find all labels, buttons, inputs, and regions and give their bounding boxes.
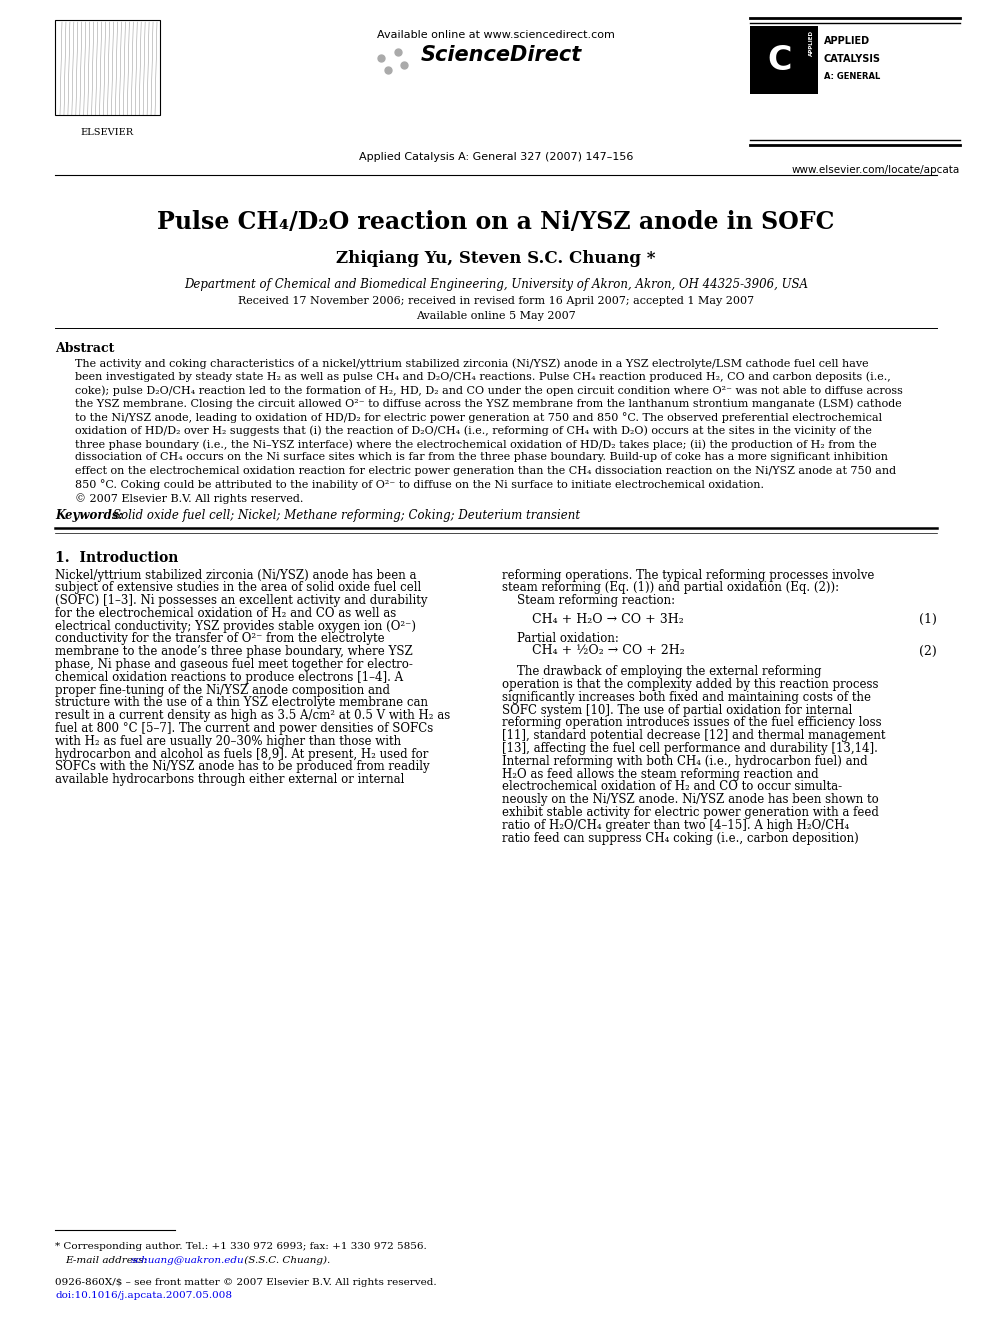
Text: result in a current density as high as 3.5 A/cm² at 0.5 V with H₂ as: result in a current density as high as 3… <box>55 709 450 722</box>
Text: the YSZ membrane. Closing the circuit allowed O²⁻ to diffuse across the YSZ memb: the YSZ membrane. Closing the circuit al… <box>75 398 902 409</box>
Text: steam reforming (Eq. (1)) and partial oxidation (Eq. (2)):: steam reforming (Eq. (1)) and partial ox… <box>502 581 839 594</box>
Text: 0926-860X/$ – see front matter © 2007 Elsevier B.V. All rights reserved.: 0926-860X/$ – see front matter © 2007 El… <box>55 1278 436 1287</box>
Text: significantly increases both fixed and maintaining costs of the: significantly increases both fixed and m… <box>502 691 871 704</box>
Text: electrical conductivity; YSZ provides stable oxygen ion (O²⁻): electrical conductivity; YSZ provides st… <box>55 619 416 632</box>
Text: effect on the electrochemical oxidation reaction for electric power generation t: effect on the electrochemical oxidation … <box>75 466 896 476</box>
Text: been investigated by steady state H₂ as well as pulse CH₄ and D₂O/CH₄ reactions.: been investigated by steady state H₂ as … <box>75 372 891 382</box>
Text: electrochemical oxidation of H₂ and CO to occur simulta-: electrochemical oxidation of H₂ and CO t… <box>502 781 842 794</box>
Text: [13], affecting the fuel cell performance and durability [13,14].: [13], affecting the fuel cell performanc… <box>502 742 878 755</box>
Text: doi:10.1016/j.apcata.2007.05.008: doi:10.1016/j.apcata.2007.05.008 <box>55 1291 232 1301</box>
Text: neously on the Ni/YSZ anode. Ni/YSZ anode has been shown to: neously on the Ni/YSZ anode. Ni/YSZ anod… <box>502 794 879 806</box>
Text: The drawback of employing the external reforming: The drawback of employing the external r… <box>502 665 821 679</box>
Bar <box>750 26 818 94</box>
Text: subject of extensive studies in the area of solid oxide fuel cell: subject of extensive studies in the area… <box>55 581 422 594</box>
Text: structure with the use of a thin YSZ electrolyte membrane can: structure with the use of a thin YSZ ele… <box>55 696 428 709</box>
Text: available hydrocarbons through either external or internal: available hydrocarbons through either ex… <box>55 774 405 786</box>
Text: CH₄ + ½O₂ → CO + 2H₂: CH₄ + ½O₂ → CO + 2H₂ <box>532 644 684 658</box>
Text: conductivity for the transfer of O²⁻ from the electrolyte: conductivity for the transfer of O²⁻ fro… <box>55 632 385 646</box>
Text: 1.  Introduction: 1. Introduction <box>55 550 179 565</box>
Text: operation is that the complexity added by this reaction process: operation is that the complexity added b… <box>502 679 879 691</box>
Text: ratio of H₂O/CH₄ greater than two [4–15]. A high H₂O/CH₄: ratio of H₂O/CH₄ greater than two [4–15]… <box>502 819 849 832</box>
Text: membrane to the anode’s three phase boundary, where YSZ: membrane to the anode’s three phase boun… <box>55 646 413 659</box>
Text: (2): (2) <box>920 644 937 658</box>
Text: E-mail address:: E-mail address: <box>65 1256 151 1265</box>
Text: for the electrochemical oxidation of H₂ and CO as well as: for the electrochemical oxidation of H₂ … <box>55 607 396 620</box>
Text: H₂O as feed allows the steam reforming reaction and: H₂O as feed allows the steam reforming r… <box>502 767 818 781</box>
Text: Internal reforming with both CH₄ (i.e., hydrocarbon fuel) and: Internal reforming with both CH₄ (i.e., … <box>502 755 868 767</box>
Text: [11], standard potential decrease [12] and thermal management: [11], standard potential decrease [12] a… <box>502 729 886 742</box>
Text: Partial oxidation:: Partial oxidation: <box>502 631 619 644</box>
Text: C: C <box>768 44 793 77</box>
Text: Nickel/yttrium stabilized zirconia (Ni/YSZ) anode has been a: Nickel/yttrium stabilized zirconia (Ni/Y… <box>55 569 417 582</box>
Text: Received 17 November 2006; received in revised form 16 April 2007; accepted 1 Ma: Received 17 November 2006; received in r… <box>238 296 754 306</box>
Text: APPLIED: APPLIED <box>809 30 814 56</box>
Text: Department of Chemical and Biomedical Engineering, University of Akron, Akron, O: Department of Chemical and Biomedical En… <box>184 278 808 291</box>
Text: oxidation of HD/D₂ over H₂ suggests that (i) the reaction of D₂O/CH₄ (i.e., refo: oxidation of HD/D₂ over H₂ suggests that… <box>75 426 872 437</box>
Text: * Corresponding author. Tel.: +1 330 972 6993; fax: +1 330 972 5856.: * Corresponding author. Tel.: +1 330 972… <box>55 1242 427 1252</box>
Text: reforming operations. The typical reforming processes involve: reforming operations. The typical reform… <box>502 569 874 582</box>
Text: Steam reforming reaction:: Steam reforming reaction: <box>502 594 676 607</box>
Bar <box>55 20 160 115</box>
Text: www.elsevier.com/locate/apcata: www.elsevier.com/locate/apcata <box>792 165 960 175</box>
Text: Abstract: Abstract <box>55 343 114 355</box>
Text: Available online 5 May 2007: Available online 5 May 2007 <box>416 311 576 321</box>
Text: APPLIED: APPLIED <box>824 36 870 46</box>
Text: hydrocarbon and alcohol as fuels [8,9]. At present, H₂ used for: hydrocarbon and alcohol as fuels [8,9]. … <box>55 747 429 761</box>
Text: chemical oxidation reactions to produce electrons [1–4]. A: chemical oxidation reactions to produce … <box>55 671 403 684</box>
Text: Solid oxide fuel cell; Nickel; Methane reforming; Coking; Deuterium transient: Solid oxide fuel cell; Nickel; Methane r… <box>113 509 580 523</box>
Text: © 2007 Elsevier B.V. All rights reserved.: © 2007 Elsevier B.V. All rights reserved… <box>75 493 304 504</box>
Text: fuel at 800 °C [5–7]. The current and power densities of SOFCs: fuel at 800 °C [5–7]. The current and po… <box>55 722 434 736</box>
Text: ELSEVIER: ELSEVIER <box>80 128 134 138</box>
Text: (S.S.C. Chuang).: (S.S.C. Chuang). <box>241 1256 330 1265</box>
Text: reforming operation introduces issues of the fuel efficiency loss: reforming operation introduces issues of… <box>502 717 882 729</box>
Text: with H₂ as fuel are usually 20–30% higher than those with: with H₂ as fuel are usually 20–30% highe… <box>55 734 401 747</box>
Text: proper fine-tuning of the Ni/YSZ anode composition and: proper fine-tuning of the Ni/YSZ anode c… <box>55 684 390 697</box>
Text: ScienceDirect: ScienceDirect <box>421 45 582 65</box>
Text: three phase boundary (i.e., the Ni–YSZ interface) where the electrochemical oxid: three phase boundary (i.e., the Ni–YSZ i… <box>75 439 877 450</box>
Text: SOFCs with the Ni/YSZ anode has to be produced from readily: SOFCs with the Ni/YSZ anode has to be pr… <box>55 761 430 774</box>
Text: Keywords:: Keywords: <box>55 509 123 523</box>
Text: Available online at www.sciencedirect.com: Available online at www.sciencedirect.co… <box>377 30 615 40</box>
Text: CH₄ + H₂O → CO + 3H₂: CH₄ + H₂O → CO + 3H₂ <box>532 613 683 626</box>
Text: A: GENERAL: A: GENERAL <box>824 71 880 81</box>
Text: dissociation of CH₄ occurs on the Ni surface sites which is far from the three p: dissociation of CH₄ occurs on the Ni sur… <box>75 452 888 463</box>
Text: CATALYSIS: CATALYSIS <box>824 54 881 64</box>
Text: (SOFC) [1–3]. Ni possesses an excellent activity and durability: (SOFC) [1–3]. Ni possesses an excellent … <box>55 594 428 607</box>
Text: The activity and coking characteristics of a nickel/yttrium stabilized zirconia : The activity and coking characteristics … <box>75 359 869 369</box>
Text: to the Ni/YSZ anode, leading to oxidation of HD/D₂ for electric power generation: to the Ni/YSZ anode, leading to oxidatio… <box>75 411 882 423</box>
Text: ratio feed can suppress CH₄ coking (i.e., carbon deposition): ratio feed can suppress CH₄ coking (i.e.… <box>502 832 859 844</box>
Text: coke); pulse D₂O/CH₄ reaction led to the formation of H₂, HD, D₂ and CO under th: coke); pulse D₂O/CH₄ reaction led to the… <box>75 385 903 396</box>
Text: SOFC system [10]. The use of partial oxidation for internal: SOFC system [10]. The use of partial oxi… <box>502 704 852 717</box>
Text: Pulse CH₄/D₂O reaction on a Ni/YSZ anode in SOFC: Pulse CH₄/D₂O reaction on a Ni/YSZ anode… <box>158 210 834 234</box>
Text: schuang@uakron.edu: schuang@uakron.edu <box>131 1256 245 1265</box>
Text: Applied Catalysis A: General 327 (2007) 147–156: Applied Catalysis A: General 327 (2007) … <box>359 152 633 161</box>
Text: exhibit stable activity for electric power generation with a feed: exhibit stable activity for electric pow… <box>502 806 879 819</box>
Text: Zhiqiang Yu, Steven S.C. Chuang *: Zhiqiang Yu, Steven S.C. Chuang * <box>336 250 656 267</box>
Text: 850 °C. Coking could be attributed to the inability of O²⁻ to diffuse on the Ni : 850 °C. Coking could be attributed to th… <box>75 479 764 491</box>
Text: phase, Ni phase and gaseous fuel meet together for electro-: phase, Ni phase and gaseous fuel meet to… <box>55 658 413 671</box>
Text: (1): (1) <box>920 613 937 626</box>
